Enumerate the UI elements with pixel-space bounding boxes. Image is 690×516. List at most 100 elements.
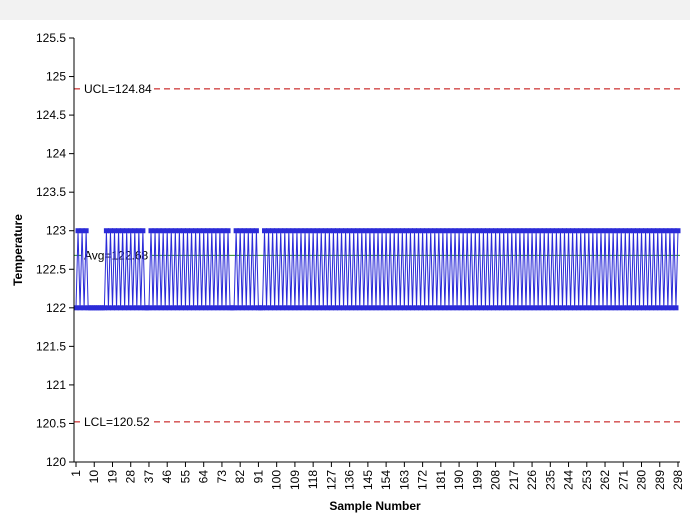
data-point — [174, 305, 180, 311]
data-point — [515, 305, 521, 311]
data-point — [663, 228, 669, 234]
data-point — [576, 305, 582, 311]
data-point — [231, 305, 237, 311]
data-point — [264, 305, 270, 311]
data-point — [484, 228, 490, 234]
x-tick-label: 73 — [215, 470, 229, 484]
data-point — [241, 228, 247, 234]
data-point — [505, 228, 511, 234]
data-point — [450, 305, 456, 311]
data-point — [675, 228, 681, 234]
data-point — [393, 305, 399, 311]
data-point — [497, 228, 503, 234]
data-point — [480, 228, 486, 234]
data-point — [170, 305, 176, 311]
x-tick-label: 217 — [507, 470, 521, 490]
data-point — [620, 305, 626, 311]
x-tick-label: 208 — [489, 470, 503, 490]
data-point — [454, 305, 460, 311]
data-point — [507, 305, 513, 311]
data-point — [594, 228, 600, 234]
data-point — [543, 305, 549, 311]
x-tick-label: 109 — [288, 470, 302, 490]
x-axis-ticks: 1 10 19 28 37 46 55 64 73 82 91 100 109 118 127 136 145 1… — [69, 462, 685, 490]
x-tick-label: 271 — [616, 470, 630, 490]
data-point — [501, 228, 507, 234]
data-point — [511, 305, 517, 311]
data-point — [237, 228, 243, 234]
data-point — [259, 305, 265, 311]
data-point — [574, 228, 580, 234]
data-point — [262, 228, 268, 234]
x-tick-label: 28 — [124, 470, 138, 484]
x-axis-title: Sample Number — [329, 499, 421, 513]
data-point — [586, 228, 592, 234]
data-point — [446, 305, 452, 311]
data-point — [426, 305, 432, 311]
data-point — [580, 305, 586, 311]
data-point — [474, 305, 480, 311]
y-tick-label: 125.5 — [36, 31, 66, 45]
data-point — [116, 228, 122, 234]
data-point — [326, 228, 332, 234]
data-point — [286, 228, 292, 234]
data-point — [430, 305, 436, 311]
data-point — [598, 228, 604, 234]
x-tick-label: 46 — [160, 470, 174, 484]
data-point — [588, 305, 594, 311]
data-point — [584, 305, 590, 311]
data-point — [592, 305, 598, 311]
data-point — [561, 228, 567, 234]
data-point — [472, 228, 478, 234]
data-point — [124, 228, 130, 234]
x-tick-label: 145 — [361, 470, 375, 490]
data-point — [529, 228, 535, 234]
data-point — [107, 228, 113, 234]
data-point — [118, 305, 124, 311]
data-point — [318, 228, 324, 234]
data-point — [130, 305, 136, 311]
data-point — [193, 228, 199, 234]
data-point — [156, 228, 162, 234]
data-point — [630, 228, 636, 234]
data-point — [616, 305, 622, 311]
data-point — [276, 305, 282, 311]
data-point — [178, 305, 184, 311]
data-point — [476, 228, 482, 234]
data-point — [632, 305, 638, 311]
y-axis-title: Temperature — [11, 214, 25, 286]
data-point — [158, 305, 164, 311]
data-point — [482, 305, 488, 311]
x-tick-label: 91 — [251, 470, 265, 484]
data-point — [215, 305, 221, 311]
data-point — [168, 228, 174, 234]
x-tick-label: 226 — [525, 470, 539, 490]
data-point — [537, 228, 543, 234]
data-point — [568, 305, 574, 311]
y-tick-label: 124 — [46, 147, 66, 161]
data-point — [628, 305, 634, 311]
data-point — [81, 305, 87, 311]
data-point — [641, 305, 647, 311]
x-tick-label: 280 — [635, 470, 649, 490]
data-point — [296, 305, 302, 311]
data-point — [495, 305, 501, 311]
data-point — [434, 305, 440, 311]
data-point — [661, 305, 667, 311]
data-point — [456, 228, 462, 234]
data-point — [112, 228, 118, 234]
data-point — [657, 305, 663, 311]
data-point — [381, 305, 387, 311]
data-point — [101, 305, 107, 311]
data-point — [223, 305, 229, 311]
data-point — [247, 305, 253, 311]
data-point — [365, 305, 371, 311]
data-point — [636, 305, 642, 311]
data-point — [233, 228, 239, 234]
data-point — [120, 228, 126, 234]
x-tick-label: 163 — [397, 470, 411, 490]
data-point — [203, 305, 209, 311]
data-point — [172, 228, 178, 234]
y-tick-label: 120.5 — [36, 416, 66, 430]
